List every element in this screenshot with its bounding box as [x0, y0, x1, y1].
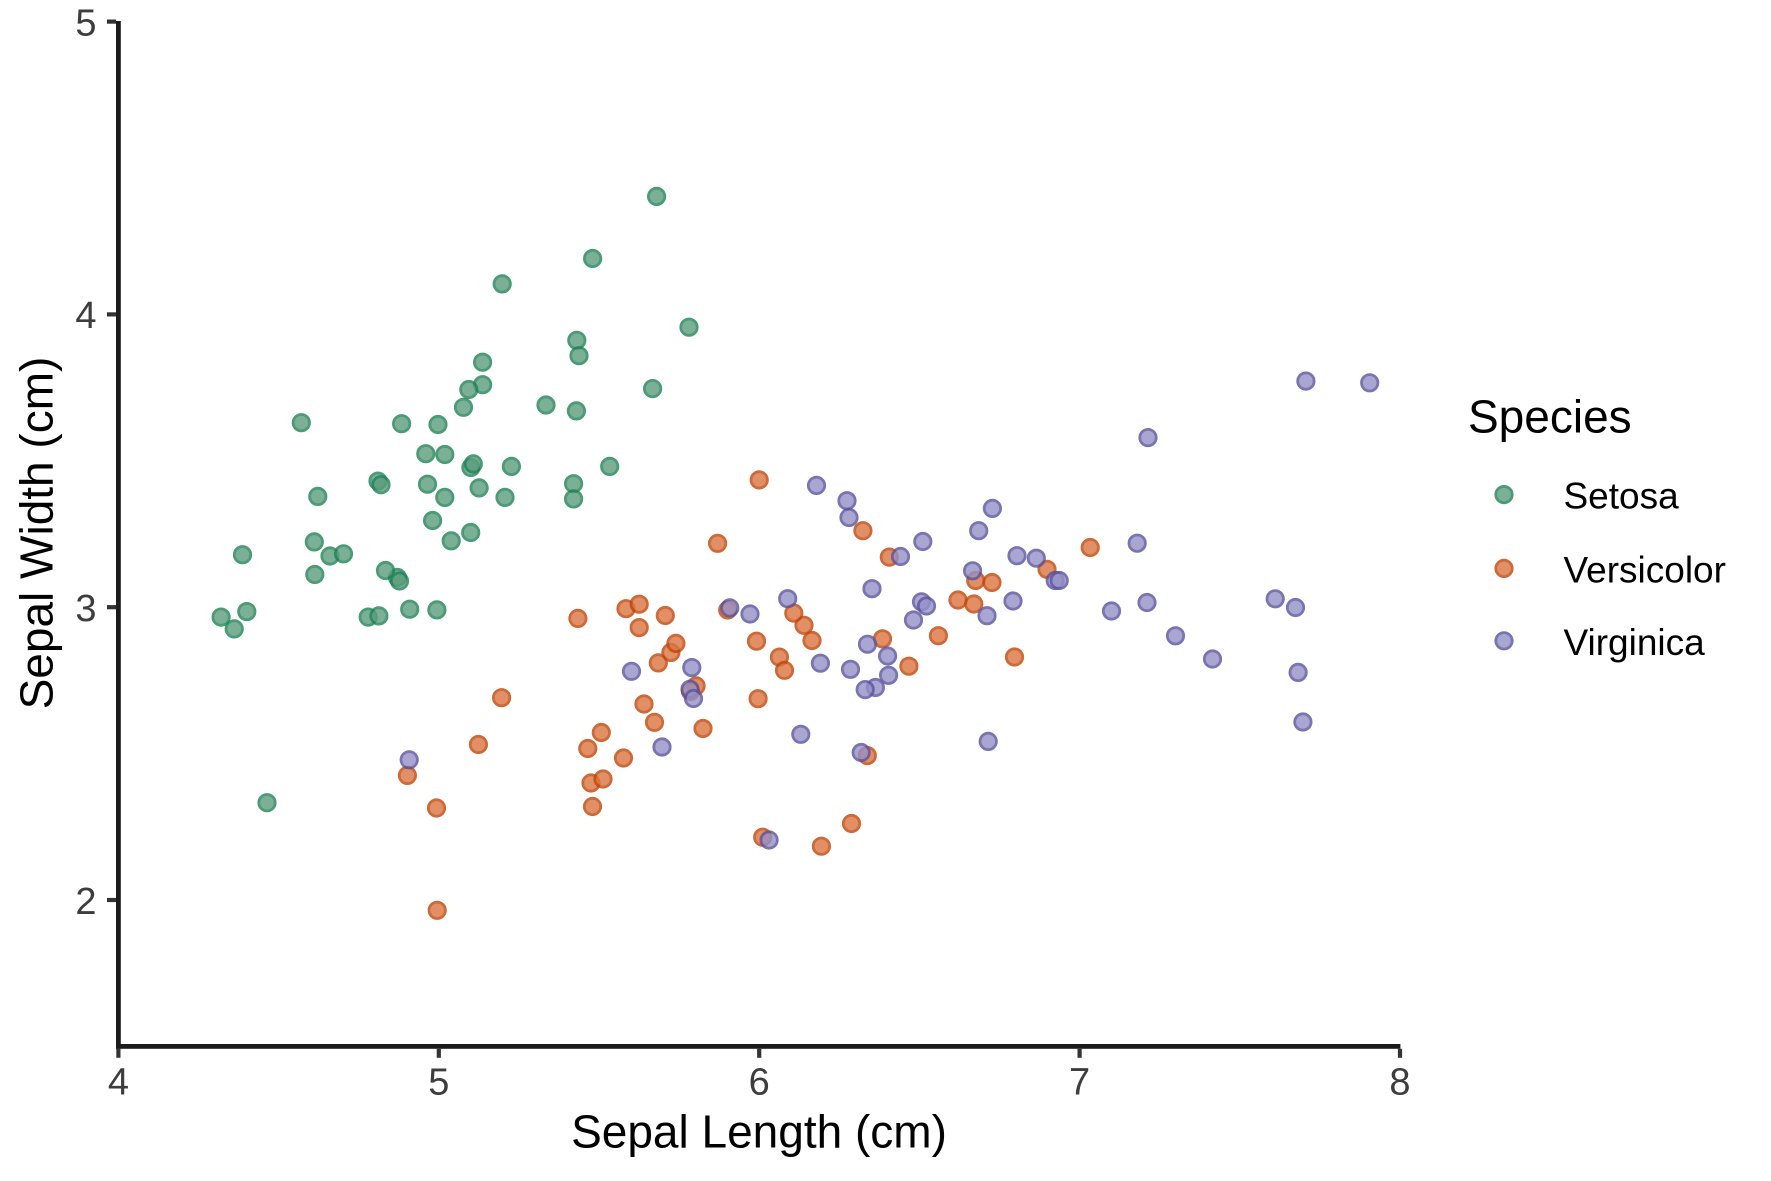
svg-text:4: 4 [108, 1061, 129, 1103]
svg-text:Virginica: Virginica [1564, 622, 1706, 663]
svg-text:Setosa: Setosa [1564, 476, 1680, 517]
svg-text:Sepal Width (cm): Sepal Width (cm) [11, 357, 63, 710]
svg-text:6: 6 [749, 1061, 770, 1103]
svg-text:4: 4 [75, 295, 96, 337]
svg-text:Versicolor: Versicolor [1564, 549, 1726, 590]
svg-text:3: 3 [75, 588, 96, 630]
svg-text:Sepal Length (cm): Sepal Length (cm) [571, 1106, 947, 1158]
svg-text:Species: Species [1468, 390, 1632, 442]
svg-text:8: 8 [1389, 1061, 1410, 1103]
svg-text:5: 5 [428, 1061, 449, 1103]
svg-text:5: 5 [75, 2, 96, 44]
svg-text:2: 2 [75, 881, 96, 923]
svg-text:7: 7 [1069, 1061, 1090, 1103]
